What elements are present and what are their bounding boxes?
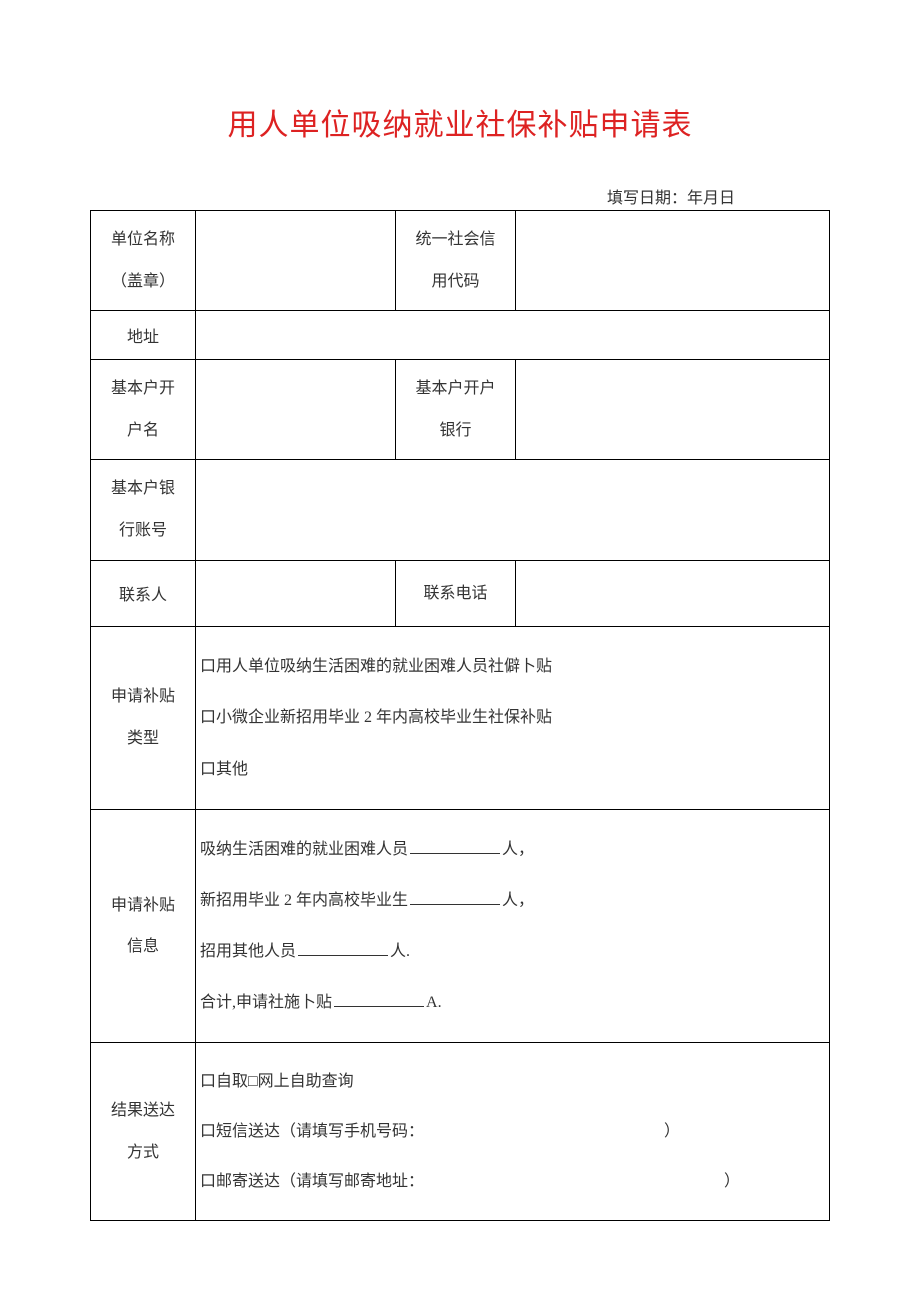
label-phone: 联系电话 <box>396 560 516 627</box>
subsidy-type-option2: 口小微企业新招用毕业 2 年内高校毕业生社保补贴 <box>200 692 825 743</box>
label-social-code: 统一社会信 用代码 <box>396 211 516 311</box>
value-address <box>196 311 830 360</box>
value-contact <box>196 560 396 627</box>
value-phone <box>516 560 830 627</box>
label-bank-name: 基本户开 户名 <box>91 360 196 460</box>
label-bank-account: 基本户银 行账号 <box>91 460 196 560</box>
value-bank-branch <box>516 360 830 460</box>
value-subsidy-info: 吸纳生活困难的就业困难人员人， 新招用毕业 2 年内高校毕业生人， 招用其他人员… <box>196 809 830 1043</box>
label-contact: 联系人 <box>91 560 196 627</box>
subsidy-info-line1: 吸纳生活困难的就业困难人员人， <box>200 824 825 875</box>
value-social-code <box>516 211 830 311</box>
value-unit-name <box>196 211 396 311</box>
value-delivery: 口自取□网上自助查询 口短信送达（请填写手机号码：） 口邮寄送达（请填写邮寄地址… <box>196 1043 830 1221</box>
subsidy-type-option1: 口用人单位吸纳生活困难的就业困难人员社僻卜贴 <box>200 641 825 692</box>
delivery-option2: 口短信送达（请填写手机号码：） <box>200 1107 825 1157</box>
value-subsidy-type: 口用人单位吸纳生活困难的就业困难人员社僻卜贴 口小微企业新招用毕业 2 年内高校… <box>196 627 830 810</box>
delivery-option3: 口邮寄送达（请填写邮寄地址：） <box>200 1157 825 1207</box>
value-bank-name <box>196 360 396 460</box>
label-bank-branch: 基本户开户 银行 <box>396 360 516 460</box>
label-unit-name: 单位名称 （盖章） <box>91 211 196 311</box>
fill-date: 填写日期：年月日 <box>90 184 830 208</box>
label-delivery: 结果送达 方式 <box>91 1043 196 1221</box>
value-bank-account <box>196 460 830 560</box>
label-subsidy-type: 申请补贴 类型 <box>91 627 196 810</box>
subsidy-info-line2: 新招用毕业 2 年内高校毕业生人， <box>200 875 825 926</box>
delivery-option1: 口自取□网上自助查询 <box>200 1057 825 1107</box>
label-subsidy-info: 申请补贴 信息 <box>91 809 196 1043</box>
subsidy-info-line4: 合计,申请社施卜贴A. <box>200 977 825 1028</box>
application-table: 单位名称 （盖章） 统一社会信 用代码 地址 基本户开 户名 基本户开户 银行 … <box>90 210 830 1221</box>
form-title: 用人单位吸纳就业社保补贴申请表 <box>90 100 830 144</box>
subsidy-info-line3: 招用其他人员人. <box>200 926 825 977</box>
subsidy-type-option3: 口其他 <box>200 744 825 795</box>
label-address: 地址 <box>91 311 196 360</box>
